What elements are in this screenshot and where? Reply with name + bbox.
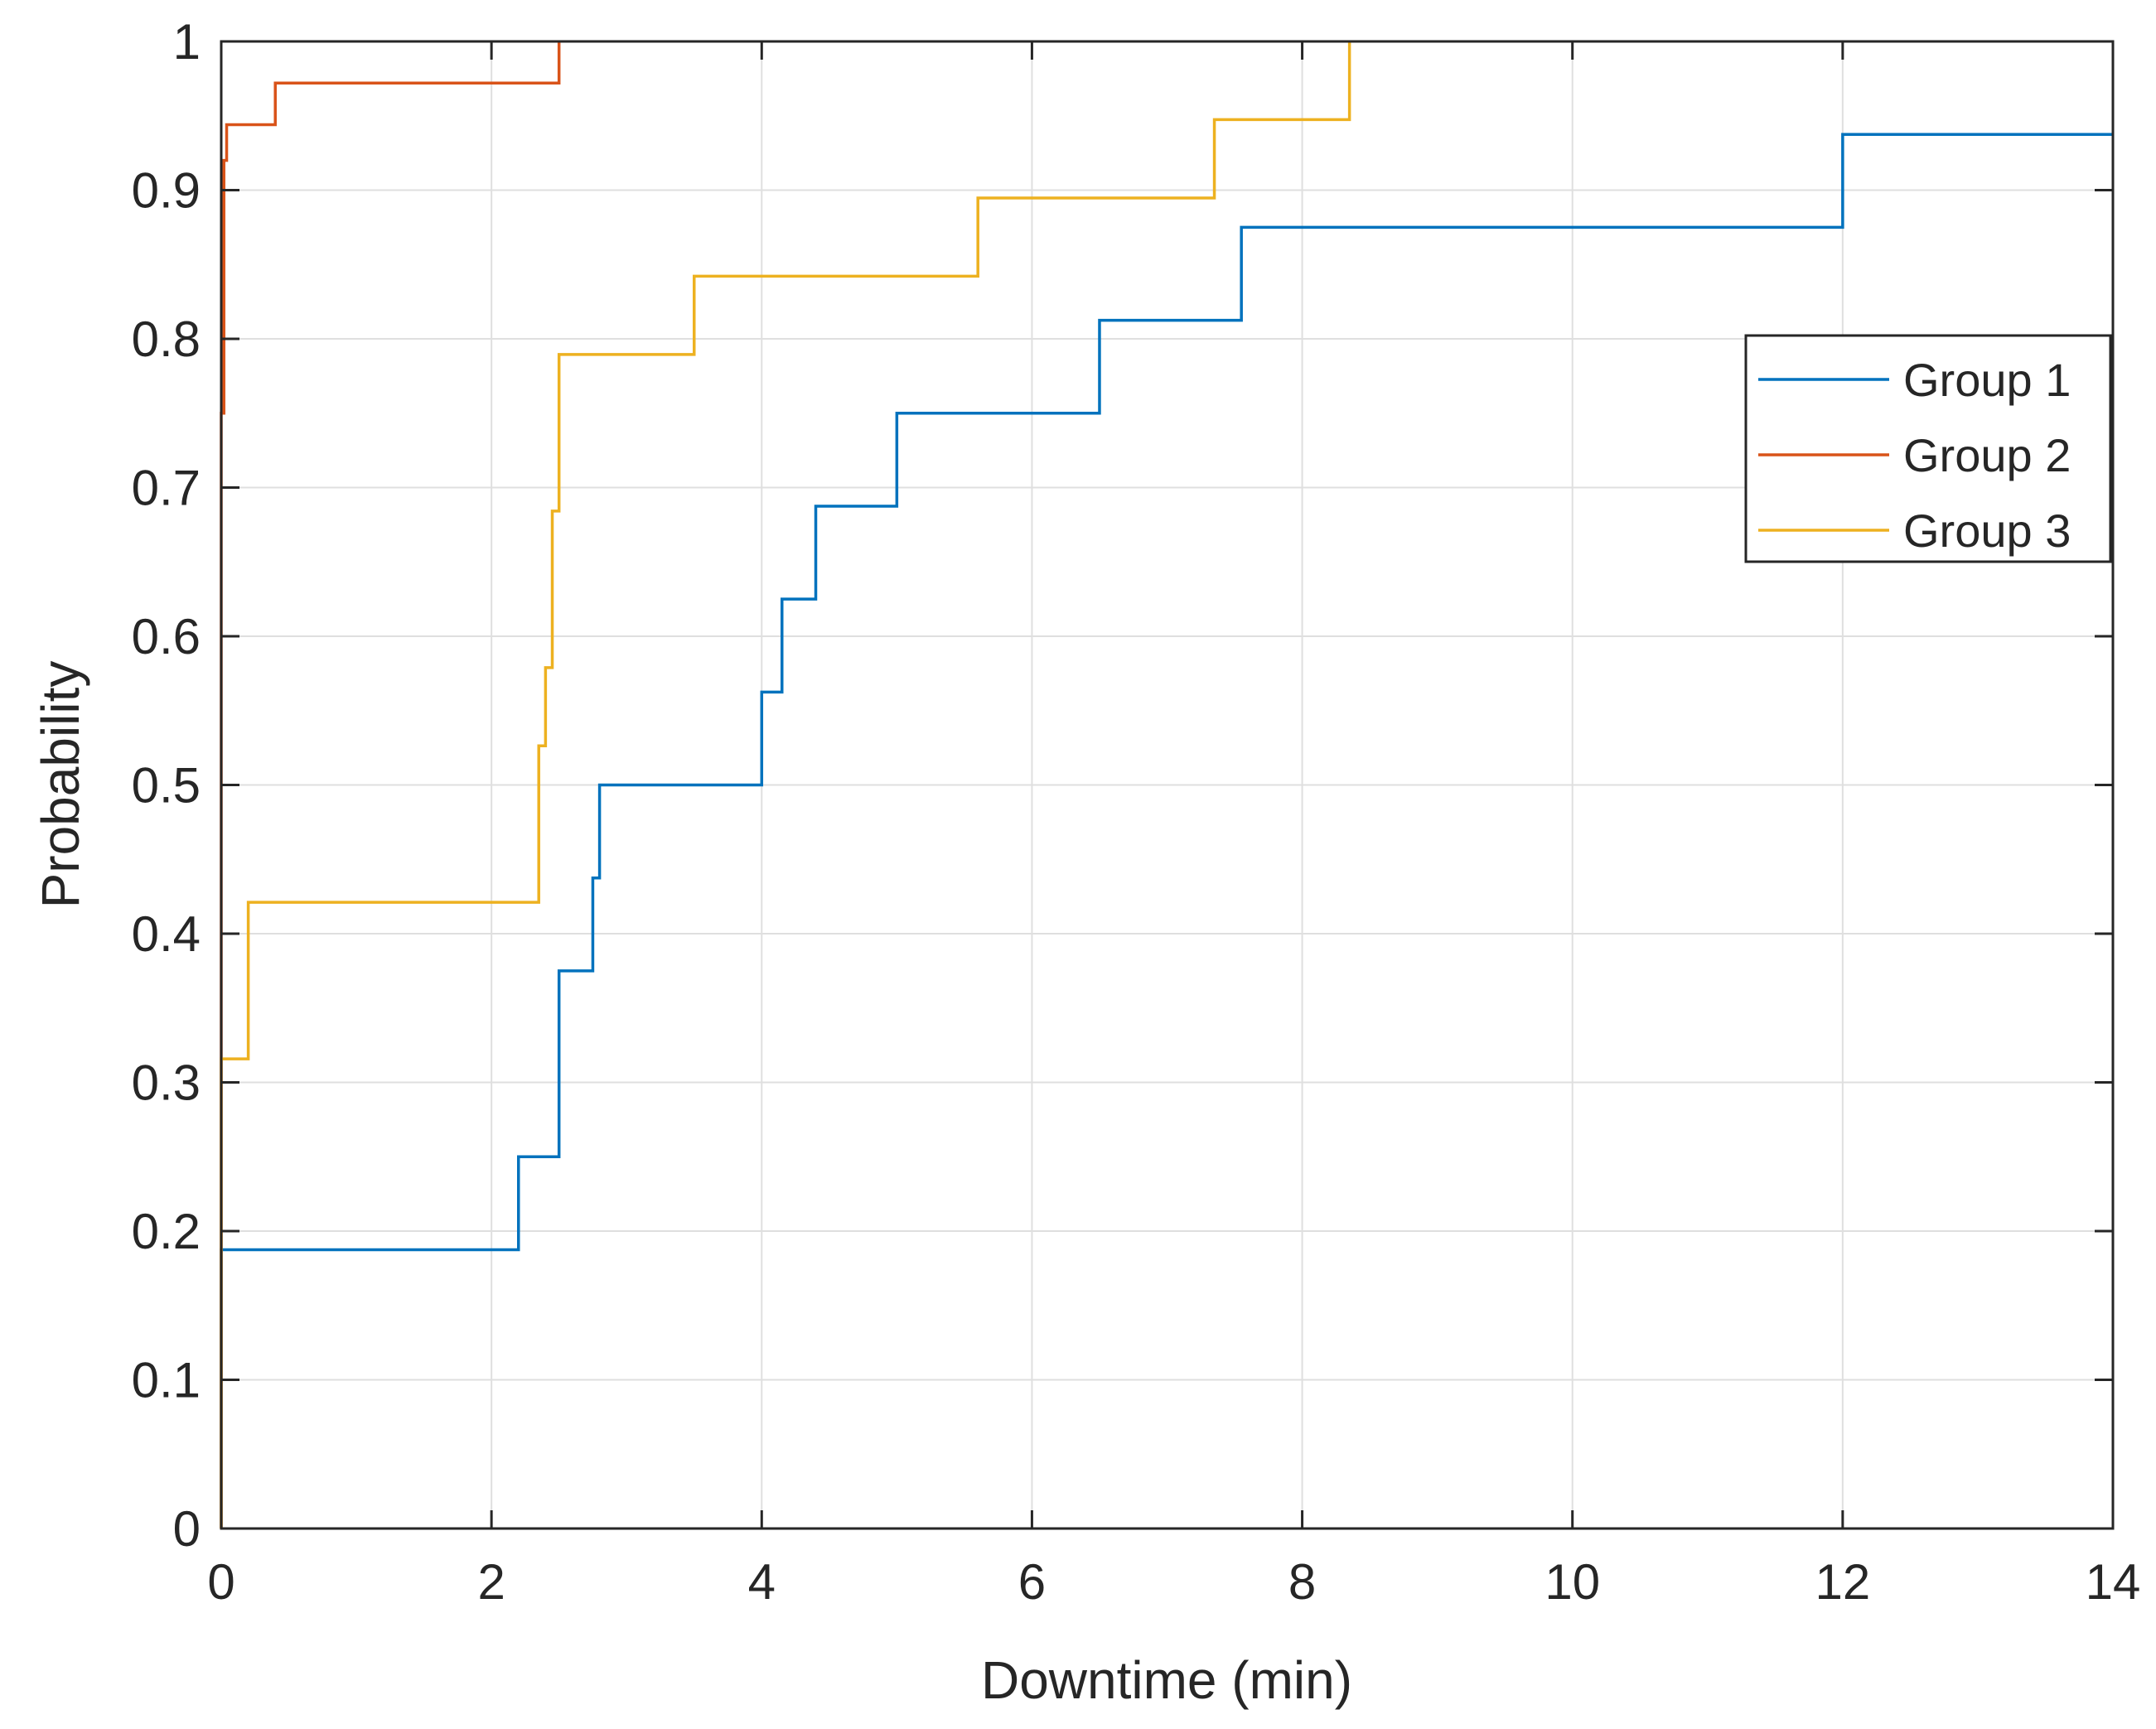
series-lines [220, 41, 2113, 1529]
x-tick-label: 6 [1018, 1554, 1046, 1610]
x-tick-label: 4 [748, 1554, 776, 1610]
x-tick-label: 2 [477, 1554, 505, 1610]
ticks: 0 2 4 6 8 10 12 14 0 0.1 0.2 0.3 0.4 0.5 0.6 0.7 0.8 0.9 1 [132, 14, 2141, 1610]
legend: Group 1 Group 2 Group 3 [1744, 334, 2112, 563]
y-axis-label: Probability [31, 661, 90, 909]
y-tick-label: 1 [173, 14, 201, 70]
y-tick-label: 0.9 [132, 163, 201, 219]
x-tick-label: 12 [1815, 1554, 1870, 1610]
x-tick-label: 10 [1544, 1554, 1600, 1610]
legend-box [1744, 334, 2112, 563]
y-tick-label: 0.5 [132, 758, 201, 814]
y-tick-label: 0.4 [132, 906, 201, 962]
y-tick-label: 0.1 [132, 1353, 201, 1408]
series-line-2 [220, 41, 561, 1529]
x-tick-label: 8 [1288, 1554, 1316, 1610]
y-tick-label: 0.8 [132, 312, 201, 367]
y-tick-label: 0.6 [132, 609, 201, 664]
x-axis-label: Downtime (min) [981, 1650, 1352, 1710]
y-tick-label: 0.2 [132, 1204, 201, 1259]
legend-label-1: Group 1 [1903, 354, 2071, 406]
legend-label-2: Group 2 [1903, 429, 2071, 481]
legend-label-3: Group 3 [1903, 505, 2071, 557]
x-tick-label: 0 [207, 1554, 234, 1610]
y-tick-label: 0.3 [132, 1055, 201, 1111]
series-line-1 [220, 133, 2113, 1529]
y-tick-label: 0.7 [132, 461, 201, 516]
x-tick-label: 14 [2086, 1554, 2141, 1610]
series-line-3 [220, 41, 1351, 1529]
y-tick-label: 0 [173, 1501, 201, 1557]
